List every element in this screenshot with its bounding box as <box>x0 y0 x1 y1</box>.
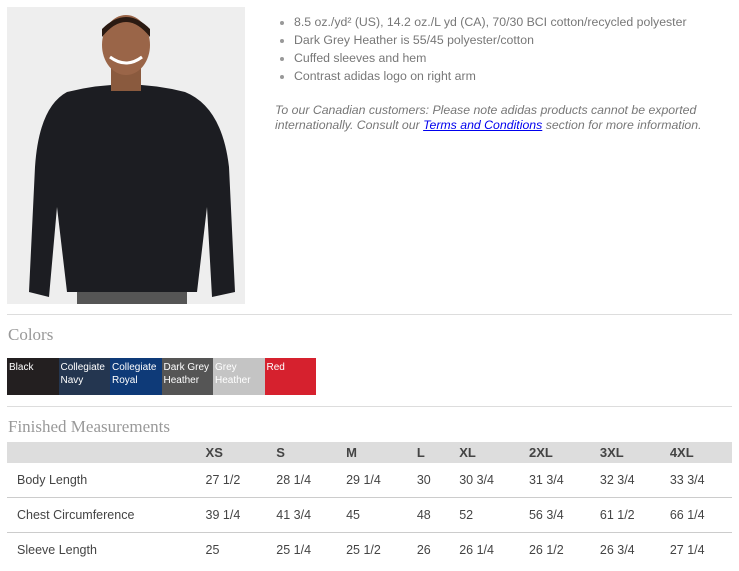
measurements-table: XS S M L XL 2XL 3XL 4XL Body Length 27 1/2 28 1/4 2… <box>7 442 732 567</box>
table-row: Sleeve Length 25 25 1/4 25 1/2 26 26 1/4 26 1/… <box>7 533 732 568</box>
measurement-cell: 25 <box>205 543 220 557</box>
divider <box>7 406 732 407</box>
measurement-cell: 25 1/2 <box>346 543 381 557</box>
color-swatch[interactable]: Grey Heather <box>213 358 265 395</box>
measurement-cell: 52 <box>459 497 529 533</box>
measurement-cell: 26 <box>416 543 431 557</box>
note-text: section for more information. <box>542 118 702 132</box>
canadian-note: To our Canadian customers: Please note a… <box>275 103 705 133</box>
measurement-cell: 41 3/4 <box>276 497 347 533</box>
measurement-cell: 26 3/4 <box>599 543 635 557</box>
measurement-cell: 48 <box>416 497 460 533</box>
measurement-cell: 29 1/4 <box>346 463 417 498</box>
colors-heading: Colors <box>8 325 54 344</box>
color-swatch[interactable]: Black <box>7 358 59 395</box>
divider <box>7 314 732 315</box>
measurement-cell: 39 1/4 <box>205 497 277 533</box>
row-label: Body Length <box>7 463 206 498</box>
product-photo <box>7 7 245 304</box>
row-label: Chest Circumference <box>7 497 206 533</box>
feature-list: 8.5 oz./yd² (US), 14.2 oz./L yd (CA), 70… <box>275 15 714 87</box>
color-swatch[interactable]: Red <box>264 358 316 395</box>
measurement-cell: 26 1/4 <box>459 543 494 557</box>
terms-link[interactable]: Terms and Conditions <box>423 118 543 132</box>
table-row: Chest Circumference 39 1/4 41 3/4 45 48 52 56 … <box>7 497 732 533</box>
measurement-cell: 32 3/4 <box>599 463 670 498</box>
size-header: 4XL <box>669 442 732 463</box>
size-header: M <box>346 442 417 463</box>
measurement-cell: 45 <box>346 497 417 533</box>
measurement-cell: 33 3/4 <box>669 463 732 498</box>
size-header <box>7 442 206 463</box>
size-header: 2XL <box>528 442 600 463</box>
measurement-cell: 30 3/4 <box>459 463 529 498</box>
color-swatch[interactable]: Dark Grey Heather <box>161 358 213 395</box>
size-header: 3XL <box>599 442 670 463</box>
size-header: S <box>276 442 347 463</box>
measurement-cell: 30 <box>416 463 460 498</box>
measurement-cell: 66 1/4 <box>669 497 732 533</box>
feature-item: Dark Grey Heather is 55/45 polyester/cot… <box>294 33 714 47</box>
measurement-cell: 28 1/4 <box>276 463 347 498</box>
feature-item: Cuffed sleeves and hem <box>294 51 714 65</box>
color-swatches: Black Collegiate Navy Collegiate Royal Dark… <box>7 358 316 395</box>
size-header: XL <box>459 442 529 463</box>
row-label: Sleeve Length <box>17 543 97 557</box>
size-header: L <box>416 442 460 463</box>
measurement-cell: 25 1/4 <box>276 543 312 557</box>
size-header: XS <box>205 442 277 463</box>
note-text: To our Canadian customers: Please note a… <box>275 103 697 132</box>
feature-item: Contrast adidas logo on right arm <box>294 69 714 83</box>
table-row: Body Length 27 1/2 28 1/4 29 1/4 30 30 3/4 31 … <box>7 463 732 498</box>
measurement-cell: 27 1/4 <box>669 543 705 557</box>
measurement-cell: 31 3/4 <box>528 463 600 498</box>
color-swatch[interactable]: Collegiate Navy <box>58 358 110 395</box>
measurement-cell: 56 3/4 <box>528 497 600 533</box>
measurement-cell: 61 1/2 <box>599 497 670 533</box>
measurement-cell: 27 1/2 <box>205 463 277 498</box>
feature-item: 8.5 oz./yd² (US), 14.2 oz./L yd (CA), 70… <box>294 15 714 29</box>
measurement-cell: 26 1/2 <box>528 543 564 557</box>
measurements-heading: Finished Measurements <box>8 417 170 436</box>
color-swatch[interactable]: Collegiate Royal <box>110 358 162 395</box>
